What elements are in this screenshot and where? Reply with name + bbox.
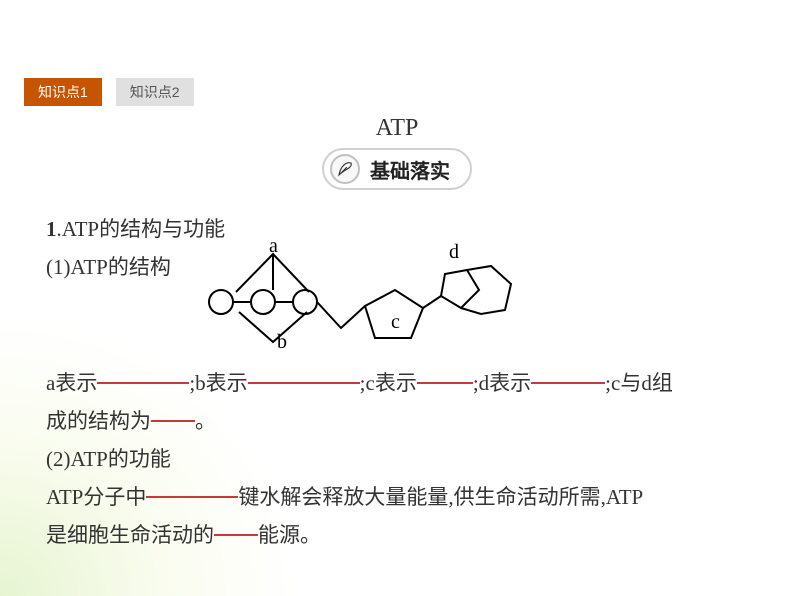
text-c1: ATP分子中 [46, 485, 146, 509]
content-area: 1.ATP的结构与功能 (1)ATP的结构 [46, 210, 748, 554]
label-c: c [391, 311, 400, 333]
badge-text: 基础落实 [370, 155, 450, 184]
blank-e [151, 400, 195, 422]
page-title: ATP [0, 115, 794, 142]
heading-text: .ATP的结构与功能 [57, 217, 226, 241]
text-c2: 键水解会释放大量能量,供生命活动所需,ATP [238, 485, 643, 509]
blank-c [417, 362, 473, 384]
text-a1: a表示 [46, 371, 97, 395]
blank-d [531, 362, 605, 384]
blank-b [248, 362, 360, 384]
tab-knowledge-1[interactable]: 知识点1 [24, 78, 102, 106]
text-a5: ;c与d组 [605, 371, 673, 395]
atp-diagram: a b c d [191, 242, 531, 364]
sub2: (2)ATP的功能 [46, 440, 748, 478]
text-b1: 成的结构为 [46, 409, 151, 433]
blank-f [146, 476, 238, 498]
blank-g [214, 514, 258, 536]
section-badge: 基础落实 [322, 148, 472, 190]
text-a4: ;d表示 [473, 371, 531, 395]
heading-number: 1 [46, 217, 57, 241]
blank-a [97, 362, 189, 384]
label-d: d [449, 242, 459, 263]
text-a2: ;b表示 [189, 371, 247, 395]
text-a3: ;c表示 [360, 371, 417, 395]
tabs: 知识点1 知识点2 [24, 78, 194, 106]
text-d2: 能源。 [258, 523, 321, 547]
feather-icon [330, 154, 360, 184]
label-a: a [269, 242, 278, 257]
sub1: (1)ATP的结构 [46, 248, 171, 286]
text-d1: 是细胞生命活动的 [46, 523, 214, 547]
text-b2: 。 [195, 409, 216, 433]
tab-knowledge-2[interactable]: 知识点2 [116, 78, 194, 106]
label-b: b [277, 331, 287, 352]
